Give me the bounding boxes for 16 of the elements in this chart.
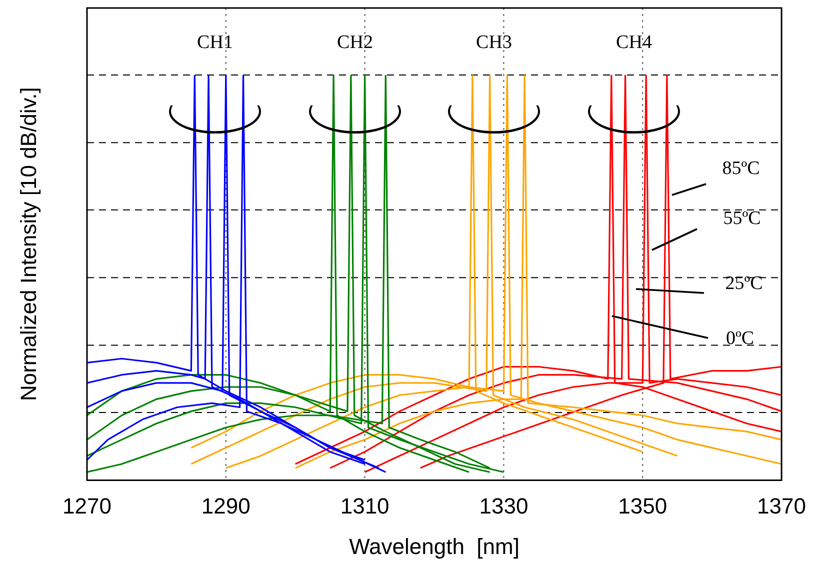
annotation: 55ºC xyxy=(723,208,761,229)
annotation: 85ºC xyxy=(722,158,760,179)
x-tick-label: 1370 xyxy=(757,493,806,518)
text: CH3 xyxy=(476,32,512,53)
x-tick-label: 1330 xyxy=(479,493,528,518)
annotation: 25ºC xyxy=(725,272,763,294)
x-tick-label: 1350 xyxy=(618,493,668,518)
text: CH4 xyxy=(616,32,652,53)
x-tick-label: 1290 xyxy=(201,493,250,518)
text: CH1 xyxy=(197,32,233,53)
x-tick-label: 1310 xyxy=(340,493,390,518)
text: CH2 xyxy=(337,32,373,53)
x-tick-label: 1270 xyxy=(62,493,112,518)
x-axis-title: Wavelength [nm] xyxy=(349,534,520,559)
annotation: 0ºC xyxy=(726,328,754,349)
y-axis-title: Normalized Intensity [10 dB/div.] xyxy=(16,87,42,402)
